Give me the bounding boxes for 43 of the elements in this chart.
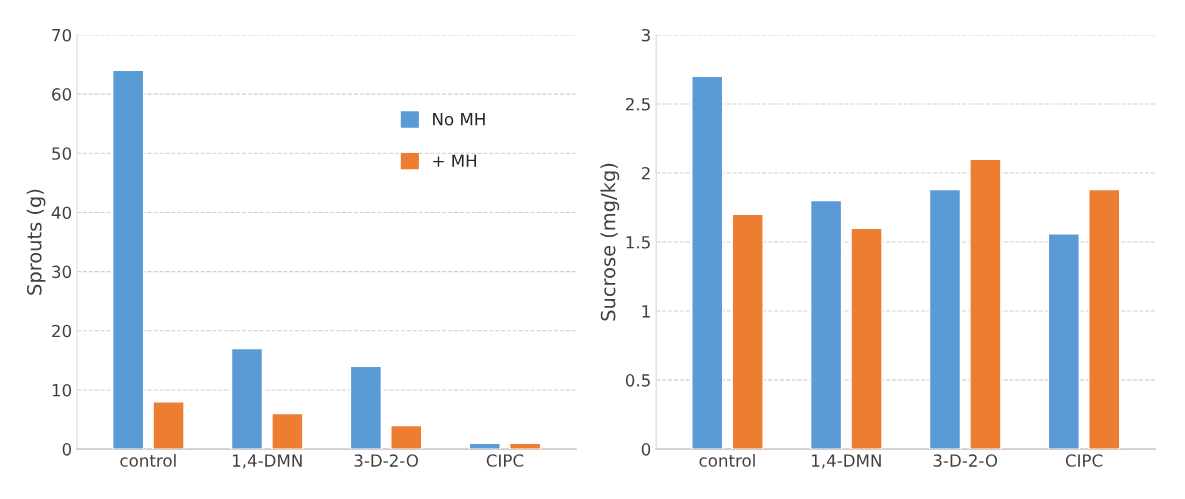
bar xyxy=(230,347,264,450)
y-tick-label: 0 xyxy=(641,443,651,456)
bar xyxy=(152,401,185,450)
x-tick-label: 1,4-DMN xyxy=(812,454,881,469)
y-tick-label: 1 xyxy=(642,305,650,318)
y-tick-label: 60 xyxy=(52,88,72,101)
x-tick-label: 1,4-DMN xyxy=(232,454,302,469)
bar xyxy=(271,412,304,450)
bar xyxy=(1088,188,1121,450)
y-tick-label: 10 xyxy=(52,383,72,397)
x-tick-label: control xyxy=(699,453,755,467)
y-tick-label: 2.5 xyxy=(625,97,650,111)
y-tick-label: 50 xyxy=(52,147,72,160)
x-tick-label: CIPC xyxy=(486,454,524,467)
bar xyxy=(111,69,145,450)
x-tick-label: CIPC xyxy=(1065,454,1103,467)
bar xyxy=(809,199,843,450)
bar xyxy=(928,188,962,450)
y-axis-title: Sprouts (g) xyxy=(26,189,46,295)
bar xyxy=(1047,233,1080,450)
bar xyxy=(468,442,501,450)
bar xyxy=(349,365,383,450)
x-tick-label: 3-D-2-O xyxy=(354,454,418,467)
y-tick-label: 3 xyxy=(641,28,650,42)
x-tick-label: control xyxy=(120,453,176,467)
y-tick-label: 2 xyxy=(641,166,650,180)
y-axis-title: Sucrose (mg/kg) xyxy=(600,163,620,321)
bar xyxy=(850,227,883,450)
bar xyxy=(731,213,764,450)
legend-label: + MH xyxy=(433,154,477,167)
y-tick-label: 0.5 xyxy=(625,374,650,387)
legend-label: No MH xyxy=(433,113,485,126)
y-tick-label: 30 xyxy=(52,265,72,279)
y-tick-label: 70 xyxy=(52,28,72,42)
bar xyxy=(691,75,724,450)
x-tick-label: 3-D-2-O xyxy=(933,454,998,467)
y-tick-label: 40 xyxy=(51,206,72,219)
y-tick-label: 0 xyxy=(62,443,72,456)
bar xyxy=(969,158,1002,450)
y-tick-label: 20 xyxy=(52,324,72,338)
y-tick-label: 1.5 xyxy=(626,236,650,249)
bar xyxy=(390,424,423,450)
bar xyxy=(509,442,542,450)
